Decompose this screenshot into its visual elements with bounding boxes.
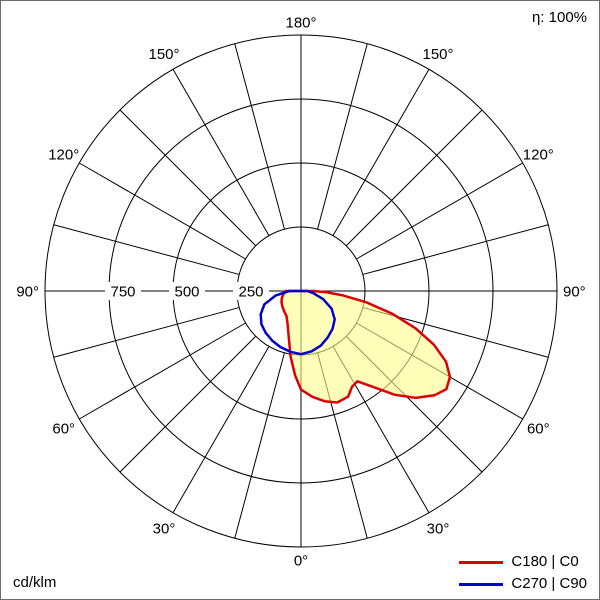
- angle-label: 180°: [285, 14, 316, 31]
- ring-tick-mask: [169, 282, 205, 300]
- grid-spoke: [332, 69, 430, 236]
- ring-tick-mask: [233, 282, 269, 300]
- angle-label: 150°: [148, 46, 179, 63]
- grid-spoke: [234, 43, 285, 230]
- legend-item-c270-c90: C270 | C90: [459, 575, 587, 593]
- ring-tick-mask: [105, 282, 141, 300]
- grid-spoke: [119, 335, 257, 473]
- series-curve-c180-c0: [280, 289, 452, 404]
- legend-item-c180-c0: C180 | C0: [459, 553, 587, 571]
- grid-spoke: [234, 352, 285, 539]
- ring-tick-label: 500: [174, 283, 199, 300]
- series-curve-c270-c90: [259, 289, 336, 356]
- angle-label: 30°: [427, 521, 450, 538]
- grid-spoke: [53, 307, 240, 358]
- legend-label-c180-c0: C180 | C0: [511, 553, 579, 570]
- grid-spoke: [79, 322, 246, 420]
- legend: C180 | C0 C270 | C90: [459, 553, 587, 593]
- angle-label: 0°: [294, 552, 308, 569]
- grid-spoke: [345, 109, 483, 247]
- legend-swatch-c180-c0-icon: [459, 560, 504, 564]
- angle-label: 120°: [523, 146, 554, 163]
- efficiency-label: η: 100%: [531, 9, 587, 26]
- grid-spoke: [356, 162, 523, 260]
- angle-label: 60°: [52, 420, 75, 437]
- grid-spoke: [317, 43, 368, 230]
- grid-spoke: [362, 224, 549, 275]
- angle-label: 120°: [48, 146, 79, 163]
- angle-label: 30°: [153, 521, 176, 538]
- angle-label: 60°: [527, 420, 550, 437]
- ring-tick-label: 250: [238, 283, 263, 300]
- unit-label: cd/klm: [13, 574, 57, 591]
- legend-swatch-c270-c90-icon: [459, 582, 504, 586]
- angle-label: 90°: [16, 283, 39, 300]
- grid-spoke: [119, 109, 257, 247]
- grid-spoke: [79, 162, 246, 260]
- legend-label-c270-c90: C270 | C90: [511, 575, 587, 592]
- angle-label: 150°: [422, 46, 453, 63]
- grid-spoke: [53, 224, 240, 275]
- grid-spoke: [172, 69, 270, 236]
- grid-spoke: [172, 346, 270, 513]
- angle-label: 90°: [563, 283, 586, 300]
- ring-tick-label: 750: [110, 283, 135, 300]
